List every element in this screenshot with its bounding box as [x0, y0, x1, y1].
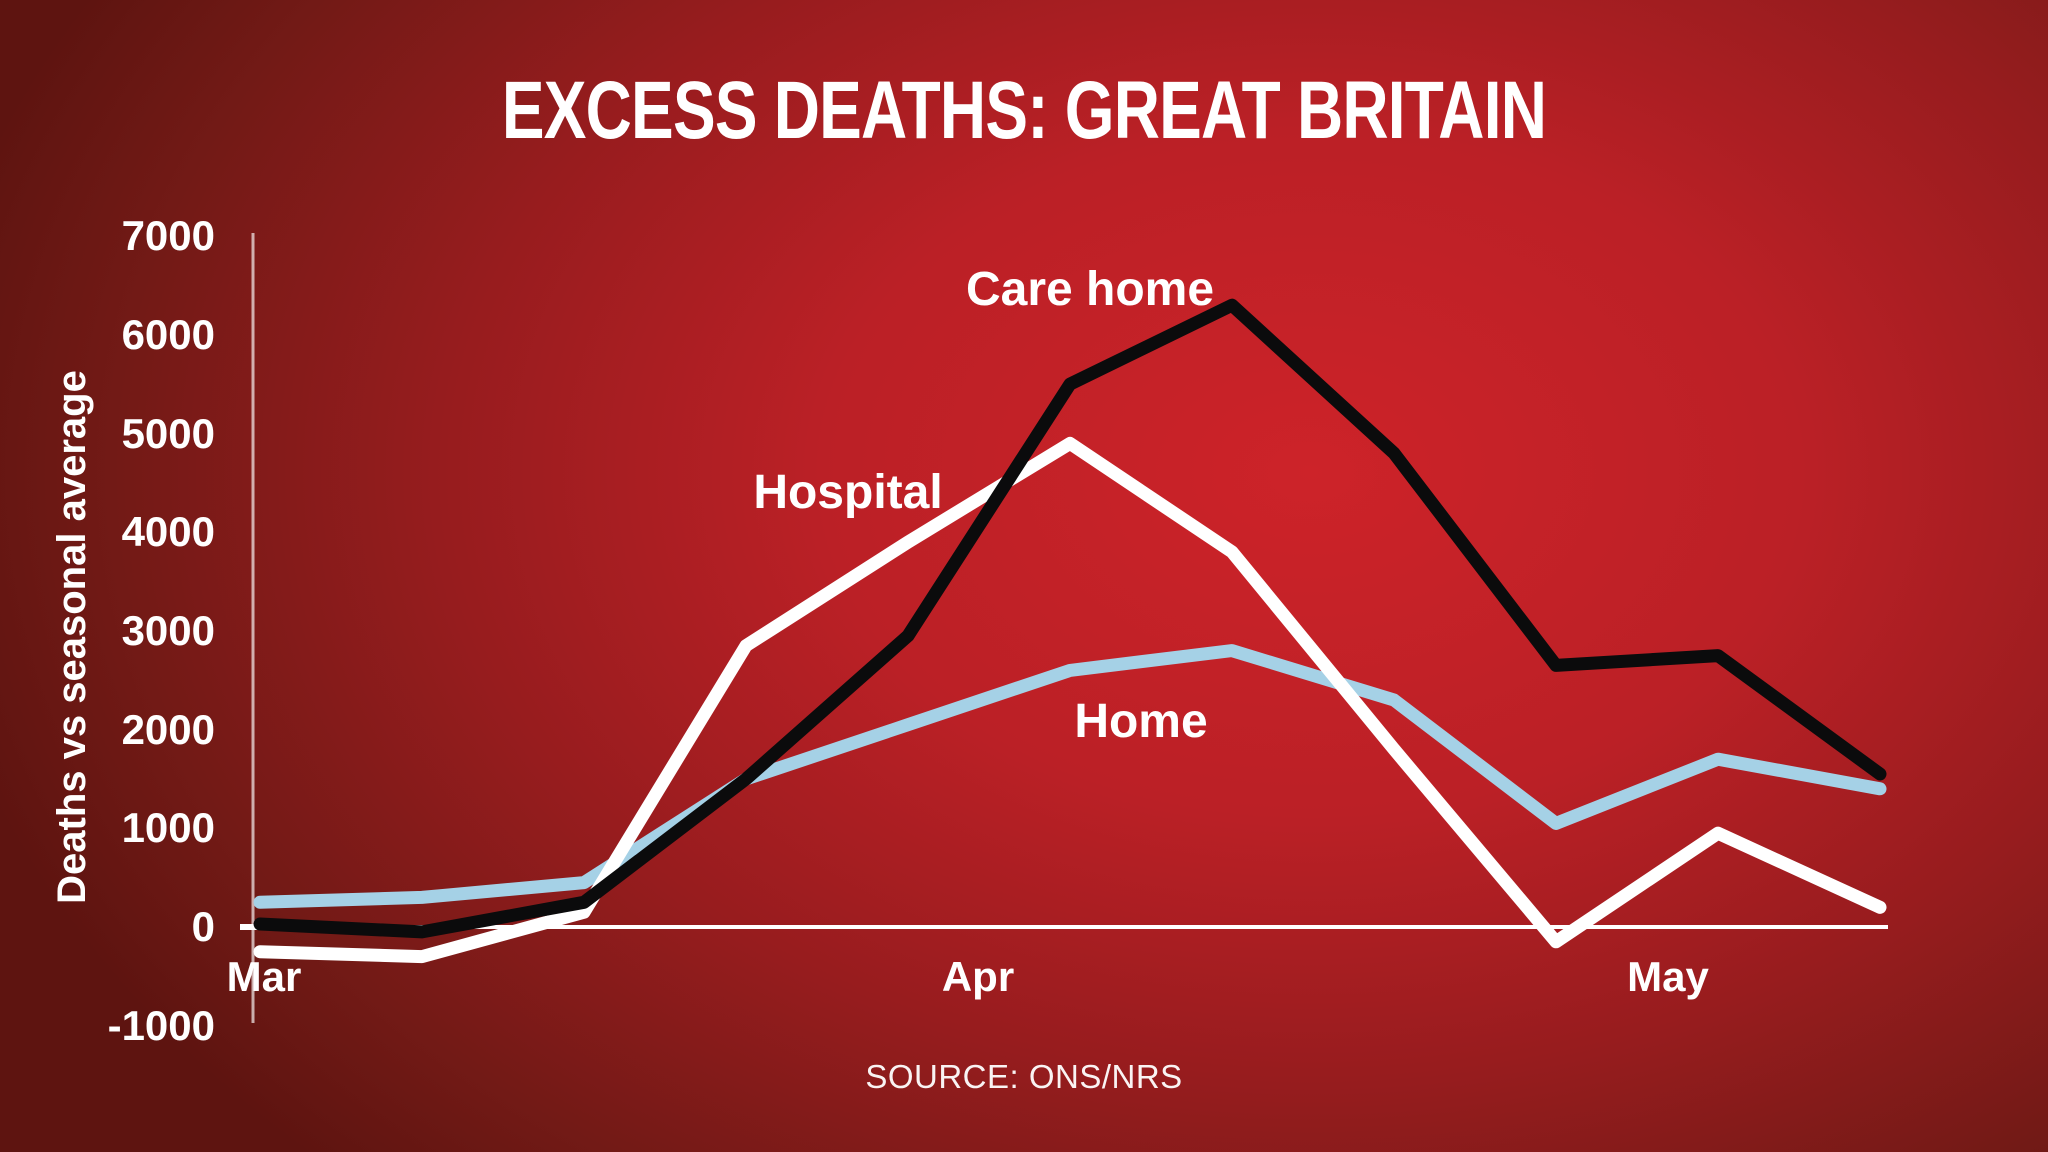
line-home [253, 644, 1887, 909]
y-tick-label-1000: 1000 [121, 804, 215, 852]
y-tick-label-5000: 5000 [121, 409, 215, 457]
y-tick-label-6000: 6000 [121, 310, 215, 358]
y-tick-label-7000: 7000 [121, 212, 215, 260]
y-tick-label-0: 0 [191, 903, 215, 950]
y-tick-label-3000: 3000 [121, 606, 215, 654]
series-lines [253, 298, 1887, 964]
series-label-care-home: Care home [965, 263, 1215, 316]
y-tick-label-2000: 2000 [121, 705, 215, 753]
y-axis-title: Deaths vs seasonal average [50, 370, 94, 904]
line-hospital [253, 436, 1887, 964]
series-label-home: Home [1074, 695, 1208, 748]
line-care-home [253, 298, 1887, 939]
x-tick-label-may: May [1627, 953, 1709, 1000]
y-tick-label-4000: 4000 [121, 508, 215, 556]
x-tick-label-mar: Mar [226, 953, 302, 1000]
page-title: EXCESS DEATHS: GREAT BRITAIN [501, 65, 1547, 156]
x-tick-label-apr: Apr [941, 953, 1015, 1000]
series-label-hospital: Hospital [753, 466, 943, 519]
source-note: SOURCE: ONS/NRS [865, 1058, 1183, 1095]
y-tick-label--1000: -1000 [107, 1001, 215, 1049]
